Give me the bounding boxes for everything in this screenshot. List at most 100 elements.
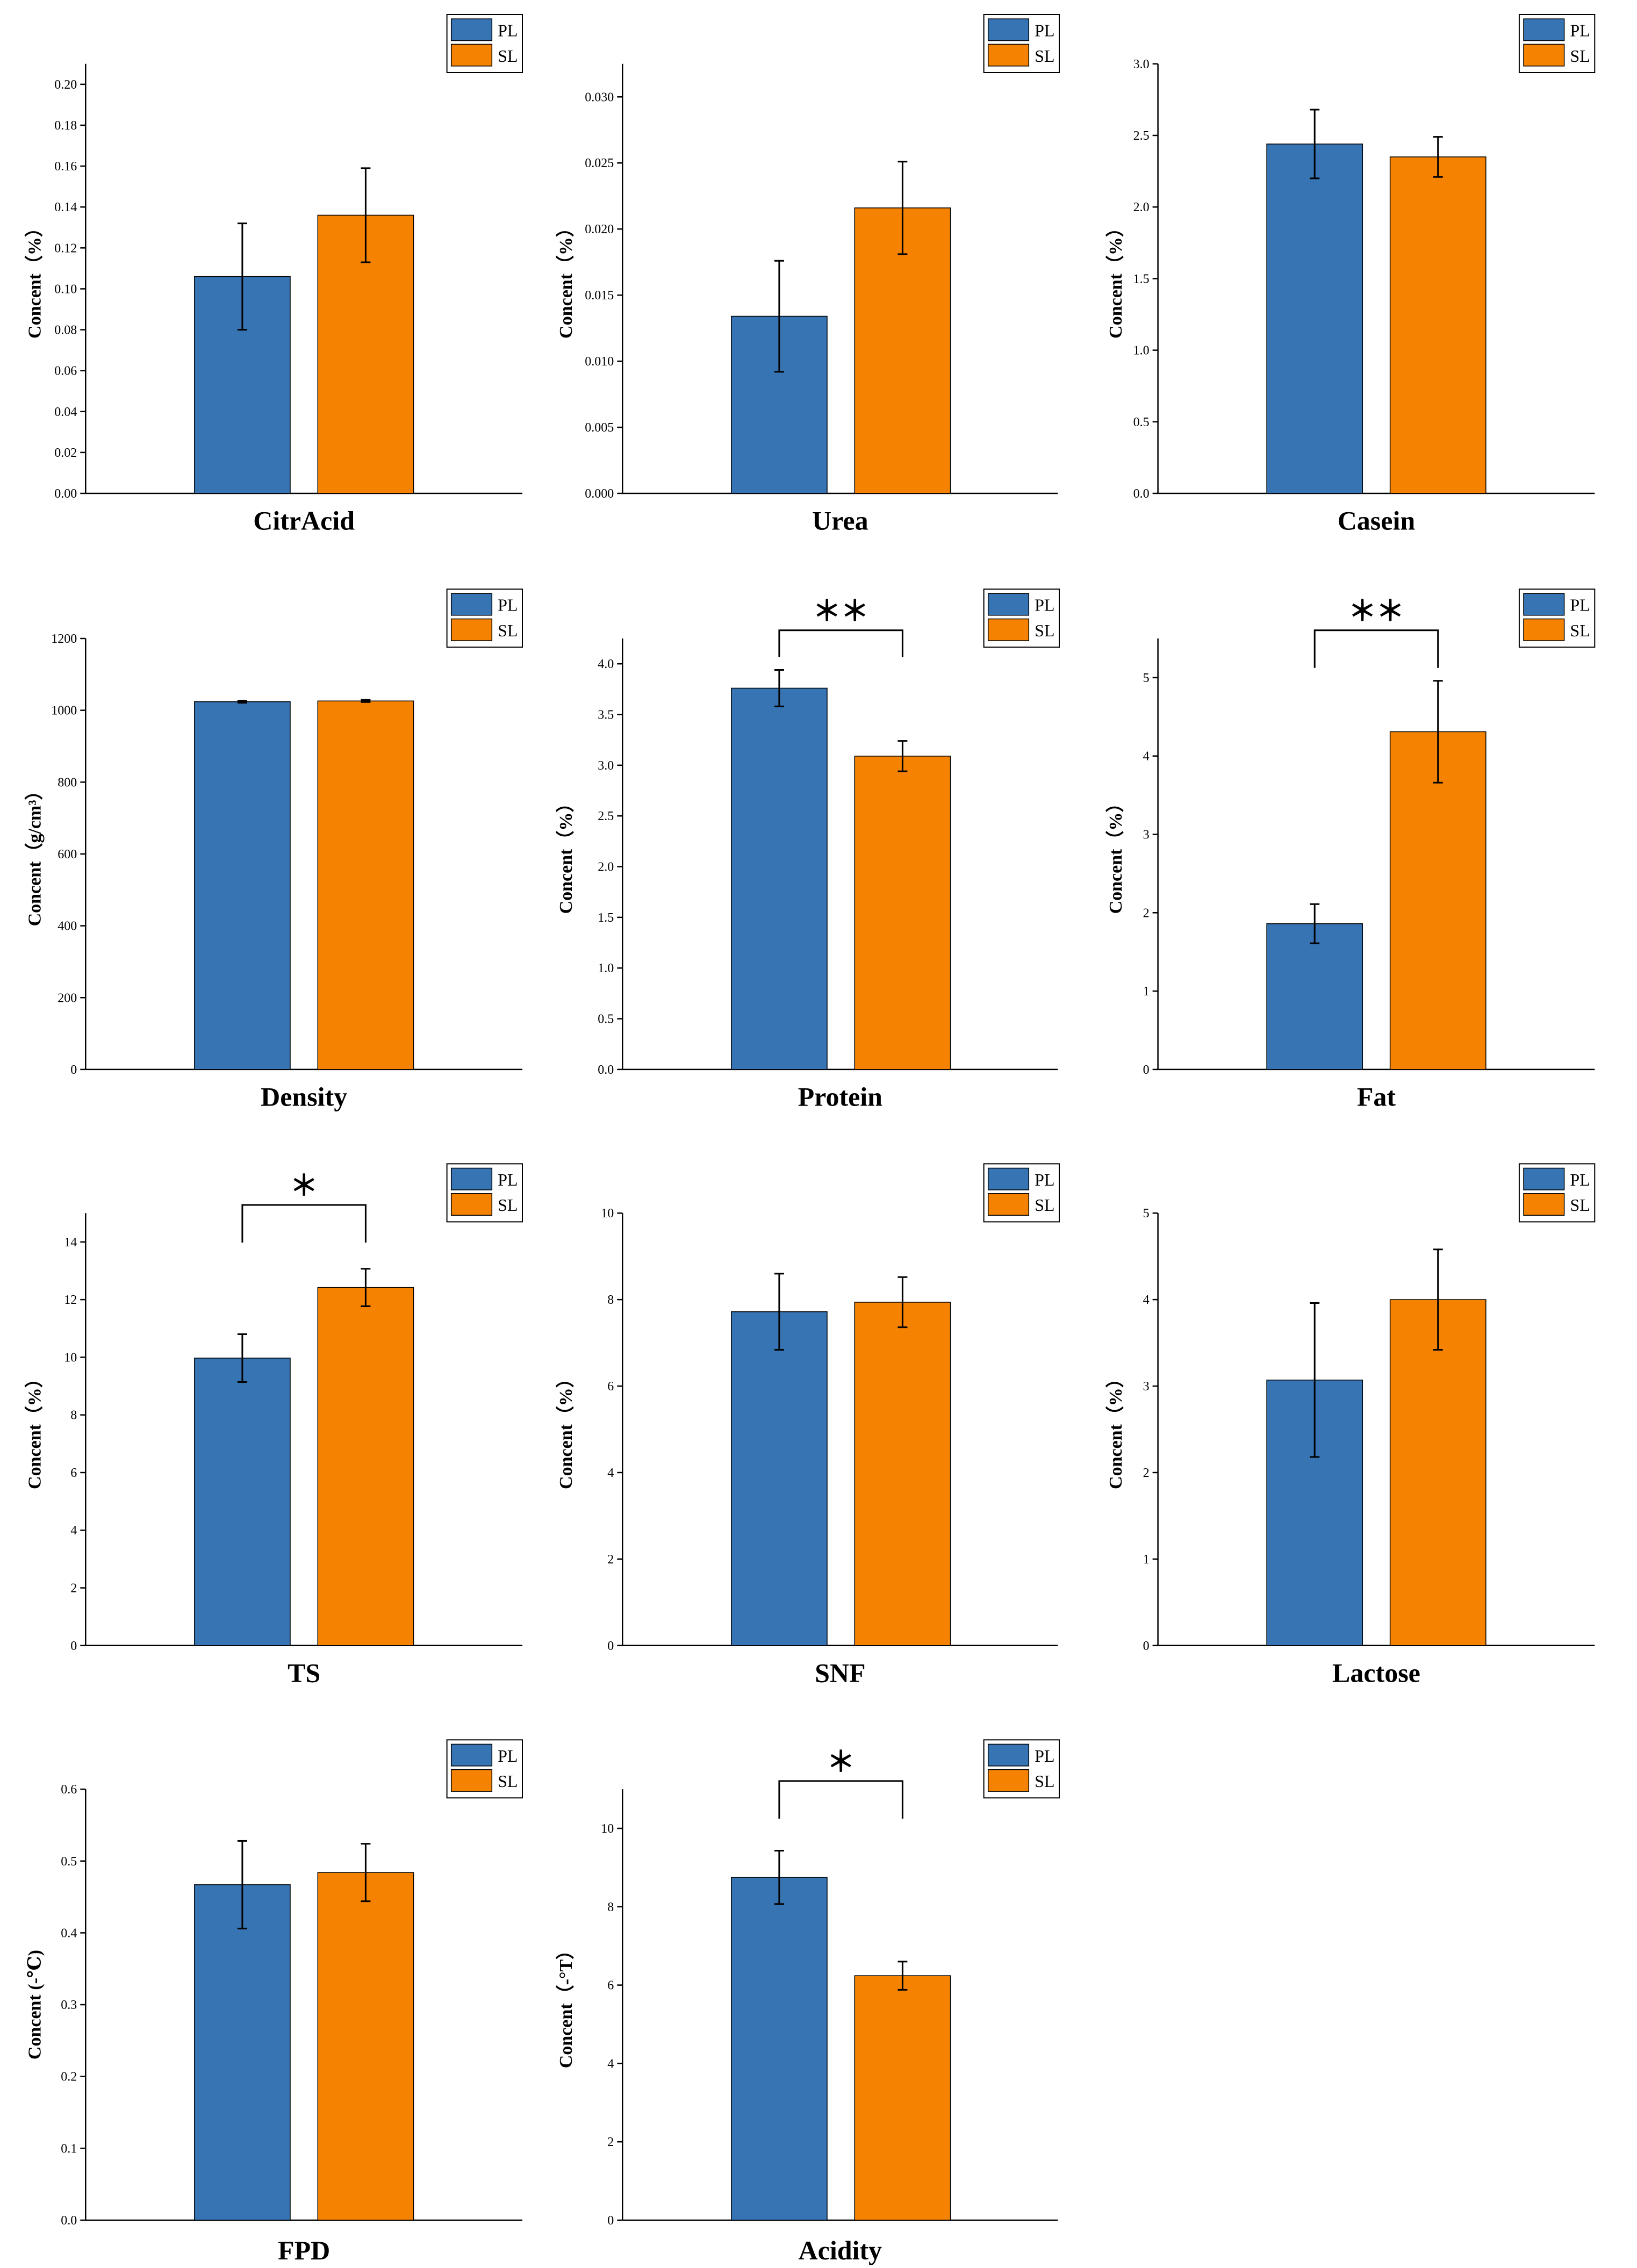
y-tick-label: 8: [607, 1900, 614, 1914]
category-label: Lactose: [1332, 1657, 1420, 1688]
bar-sl: [317, 700, 414, 1070]
y-tick-label: 4.0: [598, 657, 614, 671]
y-tick-label: 0.10: [54, 282, 77, 296]
y-tick-label: 4: [607, 2057, 614, 2071]
chart-urea: 0.000 0.005 0.010 0.015 0.020 0.025 0.030 Conce…: [555, 14, 1060, 536]
bar-sl: [1389, 731, 1487, 1070]
legend-swatch-pl: [1523, 593, 1565, 616]
y-tick-label: 0.12: [54, 241, 77, 255]
y-axis-label: Concent（%）: [555, 794, 576, 914]
y-axis-label: Concent（%）: [555, 1369, 576, 1489]
chart-acidity: 0 2 4 6 8 10 Concent（-°T） Acidity PL SL ＊: [555, 1739, 1060, 2265]
y-tick-label: 0.20: [54, 78, 77, 92]
legend-swatch-sl: [987, 1193, 1030, 1216]
y-axis-label: Concent（%）: [24, 219, 45, 339]
y-tick-label: 0.16: [54, 160, 77, 174]
y-tick-label: 0.030: [585, 90, 614, 104]
y-tick-label: 0: [1143, 1063, 1150, 1077]
y-tick-label: 1000: [51, 704, 77, 718]
y-tick-label: 0.3: [61, 1998, 77, 2012]
legend-swatch-pl: [987, 1743, 1030, 1767]
y-tick-label: 0.02: [54, 446, 77, 460]
y-tick-label: 2: [607, 1553, 614, 1567]
legend-swatch-sl: [1523, 618, 1565, 641]
y-tick-label: 12: [64, 1293, 77, 1307]
y-tick-label: 1.5: [598, 911, 614, 925]
y-tick-label: 6: [607, 1380, 614, 1394]
bar-sl: [317, 1872, 414, 2221]
y-tick-label: 1.0: [1133, 344, 1150, 358]
legend-label-pl: PL: [498, 1170, 518, 1189]
legend-swatch-pl: [450, 1743, 493, 1767]
bar-pl: [194, 1358, 291, 1646]
y-tick-label: 0.04: [54, 405, 77, 419]
y-tick-label: 0.6: [61, 1783, 77, 1797]
chart-snf: 0 2 4 6 8 10 Concent（%） SNF PL SL: [555, 1163, 1060, 1688]
category-label: Density: [261, 1081, 347, 1111]
y-tick-label: 0: [1143, 1639, 1150, 1653]
legend-swatch-sl: [450, 44, 493, 67]
y-axis-label: Concent（%）: [1105, 794, 1126, 914]
bar-pl: [194, 701, 291, 1070]
category-label: Acidity: [799, 2235, 882, 2265]
y-tick-label: 2.5: [598, 809, 614, 823]
legend-swatch-sl: [450, 618, 493, 641]
y-tick-label: 6: [607, 1979, 614, 1993]
y-tick-label: 0.1: [61, 2142, 77, 2156]
y-tick-label: 1: [1143, 985, 1150, 999]
y-tick-label: 0.5: [61, 1855, 77, 1869]
significance-bracket: [241, 1204, 367, 1243]
chart-citracid: 0.00 0.02 0.04 0.06 0.08 0.10 0.12 0.14 0.16 0.18…: [24, 14, 523, 536]
legend-label-sl: SL: [1570, 1195, 1590, 1215]
legend-label-sl: SL: [498, 1771, 518, 1791]
bar-sl: [1389, 1299, 1487, 1646]
significance-marker: ＊＊: [1348, 597, 1404, 627]
y-tick-label: 0.06: [54, 364, 77, 378]
y-tick-label: 0.025: [585, 156, 614, 170]
legend-label-sl: SL: [498, 1195, 518, 1215]
y-tick-label: 3.5: [598, 708, 614, 722]
y-tick-label: 2.0: [1133, 200, 1150, 214]
chart-fpd: 0.0 0.1 0.2 0.3 0.4 0.5 0.6 Concent (-℃) FPD PL SL: [25, 1739, 523, 2265]
significance-marker: ＊: [827, 1747, 855, 1778]
y-tick-label: 0.4: [61, 1926, 77, 1940]
y-tick-label: 5: [1143, 671, 1150, 685]
y-tick-label: 0.015: [585, 289, 614, 303]
legend-label-pl: PL: [1570, 595, 1590, 615]
bar-sl: [854, 1302, 951, 1646]
significance-bracket: [1313, 629, 1439, 668]
legend-label-sl: SL: [1570, 46, 1590, 66]
legend-swatch-pl: [987, 18, 1030, 41]
y-axis-label: Concent（%）: [1105, 219, 1126, 339]
category-label: CitrAcid: [253, 506, 355, 536]
bar-sl: [854, 207, 951, 494]
legend-swatch-sl: [450, 1769, 493, 1792]
y-tick-label: 5: [1143, 1207, 1150, 1221]
y-tick-label: 800: [58, 776, 77, 790]
legend-swatch-pl: [450, 18, 493, 41]
y-axis-label: Concent（-°T）: [555, 1941, 576, 2068]
y-tick-label: 0.14: [54, 200, 77, 214]
chart-fat: 0 1 2 3 4 5 Concent（%） Fat PL SL ＊＊: [1105, 588, 1596, 1111]
y-tick-label: 0: [607, 1639, 614, 1653]
y-tick-label: 0: [607, 2214, 614, 2228]
y-tick-label: 1200: [51, 632, 77, 646]
significance-bracket: [778, 629, 903, 657]
legend-label-pl: PL: [1035, 595, 1054, 615]
y-tick-label: 10: [64, 1351, 77, 1365]
y-tick-label: 0.020: [585, 223, 614, 236]
y-tick-label: 2: [607, 2135, 614, 2149]
legend-label-pl: PL: [1035, 1746, 1054, 1765]
y-tick-label: 200: [58, 991, 77, 1005]
y-axis-label: Concent（g/cm³）: [24, 781, 45, 926]
legend-label-pl: PL: [1570, 21, 1590, 40]
chart-lactose: 0 1 2 3 4 5 Concent（%） Lactose PL SL: [1105, 1163, 1596, 1688]
legend-label-sl: SL: [1035, 1195, 1054, 1215]
y-tick-label: 0: [70, 1063, 77, 1077]
y-tick-label: 0.0: [61, 2214, 77, 2228]
chart-ts: 0 2 4 6 8 10 12 14 Concent（%） TS PL SL ＊: [24, 1163, 523, 1688]
legend-swatch-sl: [987, 1769, 1030, 1792]
y-tick-label: 8: [607, 1293, 614, 1307]
category-label: Casein: [1338, 506, 1416, 536]
bar-sl: [1389, 156, 1487, 494]
